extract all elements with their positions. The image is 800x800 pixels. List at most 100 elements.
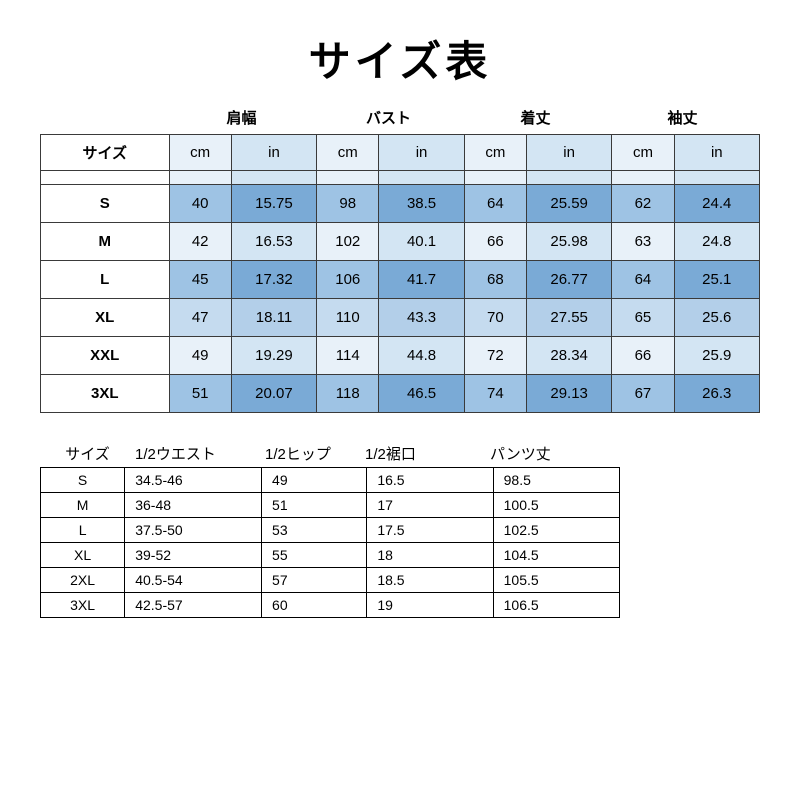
size-cell: 19.29 (231, 337, 316, 375)
size-cell: 49 (262, 468, 367, 493)
size-cell: 66 (612, 337, 674, 375)
spacer-row (41, 171, 760, 185)
size-cell: 102.5 (493, 518, 619, 543)
size-cell: 15.75 (231, 185, 316, 223)
unit-header-row: サイズ cm in cm in cm in cm in (41, 135, 760, 171)
table-row: L37.5-505317.5102.5 (41, 518, 620, 543)
size-table-top: 肩幅 バスト 着丈 袖丈 サイズ cm in cm in cm in cm in… (40, 107, 760, 413)
size-cell: 62 (612, 185, 674, 223)
size-cell: 63 (612, 223, 674, 261)
size-cell: 51 (262, 493, 367, 518)
unit-in: in (231, 135, 316, 171)
group-header: 袖丈 (609, 107, 756, 134)
size-cell: 60 (262, 593, 367, 618)
size-cell: 40.1 (379, 223, 464, 261)
size-cell: 118 (317, 375, 379, 413)
table2-header: 1/2ウエスト (135, 443, 265, 464)
table2-header: 1/2裾口 (365, 443, 490, 464)
size-label: S (41, 185, 170, 223)
size-cell: 16.5 (367, 468, 493, 493)
size-cell: 38.5 (379, 185, 464, 223)
size-cell: 67 (612, 375, 674, 413)
size-cell: 40 (169, 185, 231, 223)
table-row: M36-485117100.5 (41, 493, 620, 518)
unit-cm: cm (317, 135, 379, 171)
size-cell: 40.5-54 (125, 568, 262, 593)
group-header: バスト (315, 107, 462, 134)
unit-cm: cm (612, 135, 674, 171)
size-cell: 49 (169, 337, 231, 375)
size-cell: 27.55 (526, 299, 611, 337)
size-cell: 102 (317, 223, 379, 261)
size-cell: 41.7 (379, 261, 464, 299)
size-table-bottom: サイズ 1/2ウエスト 1/2ヒップ 1/2裾口 パンツ丈 S34.5-4649… (40, 443, 620, 618)
size-cell: 114 (317, 337, 379, 375)
size-cell: 28.34 (526, 337, 611, 375)
size-cell: 25.6 (674, 299, 759, 337)
table-row: XL4718.1111043.37027.556525.6 (41, 299, 760, 337)
size-cell: 17 (367, 493, 493, 518)
size-cell: 19 (367, 593, 493, 618)
size-cell: 98.5 (493, 468, 619, 493)
size-cell: 106 (317, 261, 379, 299)
size-cell: 18.11 (231, 299, 316, 337)
size-cell: 104.5 (493, 543, 619, 568)
size-cell: 68 (464, 261, 526, 299)
unit-in: in (526, 135, 611, 171)
size-cell: 16.53 (231, 223, 316, 261)
size-cell: 105.5 (493, 568, 619, 593)
size-cell: 17.32 (231, 261, 316, 299)
size-cell: 34.5-46 (125, 468, 262, 493)
size-cell: 36-48 (125, 493, 262, 518)
table-row: 2XL40.5-545718.5105.5 (41, 568, 620, 593)
size-cell: 29.13 (526, 375, 611, 413)
size-cell: 37.5-50 (125, 518, 262, 543)
table-row: S34.5-464916.598.5 (41, 468, 620, 493)
size-table-1: サイズ cm in cm in cm in cm in S4015.759838… (40, 134, 760, 413)
size-cell: 70 (464, 299, 526, 337)
size-label: M (41, 223, 170, 261)
size-cell: 64 (612, 261, 674, 299)
size-cell: 45 (169, 261, 231, 299)
page-title: サイズ表 (0, 0, 800, 107)
table2-header: パンツ丈 (490, 443, 600, 464)
size-cell: 65 (612, 299, 674, 337)
table-row: 3XL5120.0711846.57429.136726.3 (41, 375, 760, 413)
size-cell: 20.07 (231, 375, 316, 413)
size-cell: 39-52 (125, 543, 262, 568)
table-row: S4015.759838.56425.596224.4 (41, 185, 760, 223)
table-row: M4216.5310240.16625.986324.8 (41, 223, 760, 261)
size-label: L (41, 261, 170, 299)
size-cell: 106.5 (493, 593, 619, 618)
size-cell: 53 (262, 518, 367, 543)
size-cell: 110 (317, 299, 379, 337)
size-cell: 18.5 (367, 568, 493, 593)
group-header: 肩幅 (168, 107, 315, 134)
size-cell: 51 (169, 375, 231, 413)
size-cell: 25.9 (674, 337, 759, 375)
unit-in: in (379, 135, 464, 171)
unit-cm: cm (464, 135, 526, 171)
unit-cm: cm (169, 135, 231, 171)
size-label: XL (41, 543, 125, 568)
size-cell: 26.77 (526, 261, 611, 299)
size-cell: 24.4 (674, 185, 759, 223)
size-cell: 43.3 (379, 299, 464, 337)
size-cell: 74 (464, 375, 526, 413)
size-cell: 47 (169, 299, 231, 337)
size-cell: 46.5 (379, 375, 464, 413)
table-row: XL39-525518104.5 (41, 543, 620, 568)
size-cell: 98 (317, 185, 379, 223)
size-cell: 26.3 (674, 375, 759, 413)
size-cell: 72 (464, 337, 526, 375)
size-column-header: サイズ (41, 135, 170, 171)
size-cell: 24.8 (674, 223, 759, 261)
size-cell: 17.5 (367, 518, 493, 543)
group-header-row: 肩幅 バスト 着丈 袖丈 (40, 107, 760, 134)
size-cell: 64 (464, 185, 526, 223)
size-cell: 55 (262, 543, 367, 568)
size-cell: 25.1 (674, 261, 759, 299)
size-label: M (41, 493, 125, 518)
size-label: S (41, 468, 125, 493)
size-label: 3XL (41, 593, 125, 618)
